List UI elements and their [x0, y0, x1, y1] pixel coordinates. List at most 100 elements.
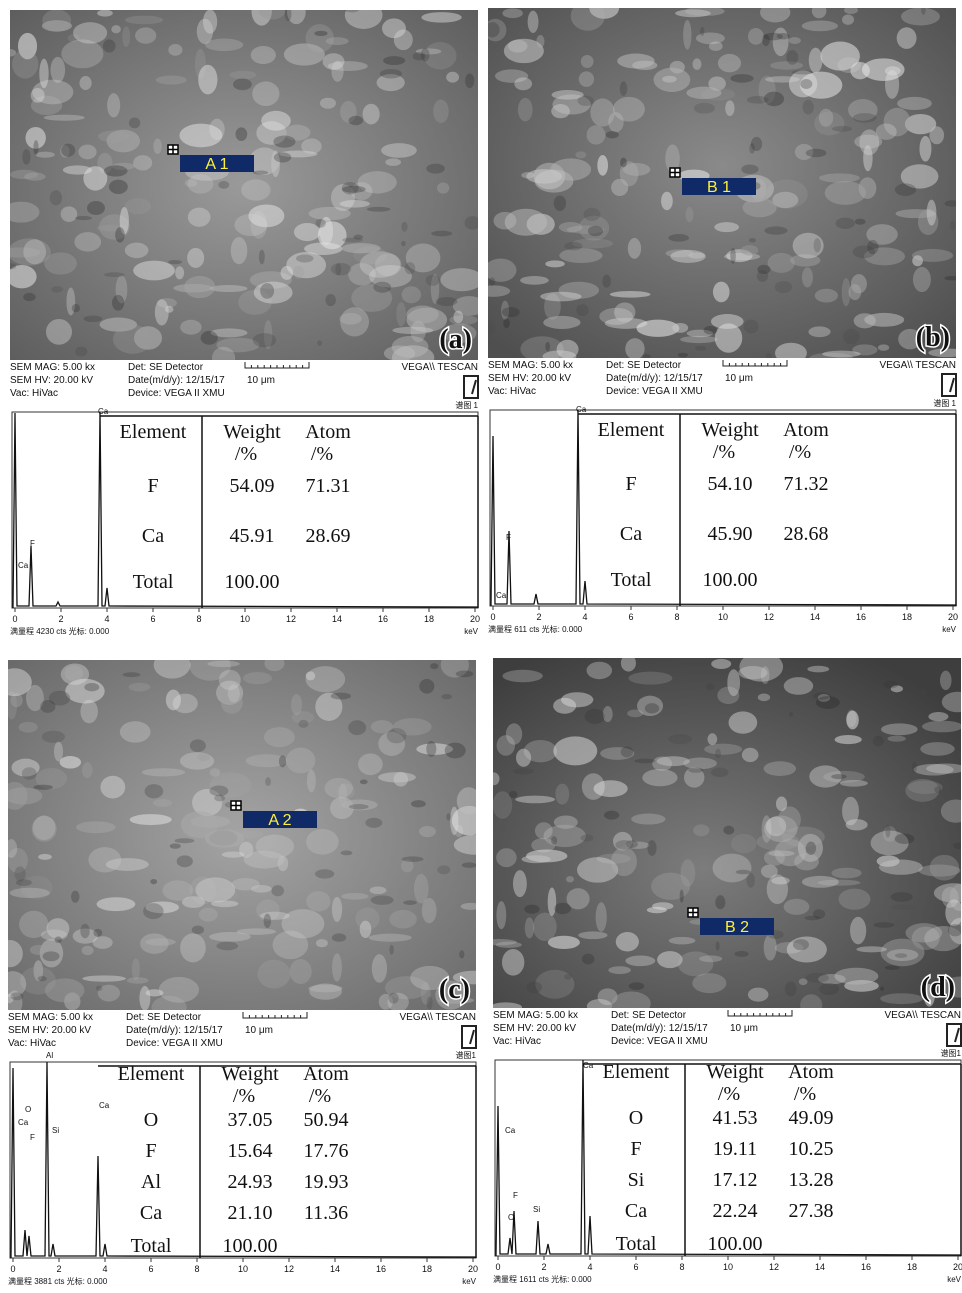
- panel: B 1(b)SEM MAG: 5.00 kxSEM HV: 20.00 kVVa…: [477, 0, 962, 634]
- sem-texture: [581, 55, 594, 68]
- sem-texture: [79, 76, 91, 90]
- sem-texture: [477, 285, 510, 296]
- sem-texture: [555, 784, 569, 805]
- sem-texture: [175, 266, 184, 279]
- sem-shadow: [331, 693, 351, 700]
- sem-texture: [768, 253, 795, 273]
- sem-texture: [209, 119, 224, 140]
- sem-texture: [587, 999, 613, 1013]
- sem-info: Date(m/d/y): 12/15/17: [126, 1025, 223, 1036]
- sem-texture: [10, 888, 50, 898]
- marker-label: B 2: [725, 919, 749, 936]
- sem-texture: [919, 864, 961, 876]
- sem-texture: [396, 302, 406, 326]
- x-tick-label: 20: [470, 614, 480, 624]
- sem-shadow: [405, 262, 416, 274]
- sem-shadow: [711, 768, 728, 778]
- sem-shadow: [341, 851, 353, 856]
- sem-texture: [389, 910, 417, 929]
- sem-shadow: [524, 905, 539, 914]
- sem-shadow: [806, 149, 827, 157]
- sem-shadow: [315, 869, 334, 878]
- table-unit: /%: [789, 441, 811, 463]
- sem-shadow: [730, 74, 753, 83]
- sem-texture: [222, 851, 245, 857]
- sem-texture: [281, 909, 324, 938]
- scale-bar: [243, 1012, 307, 1018]
- sem-shadow: [803, 100, 814, 115]
- table-unit: /%: [311, 443, 333, 465]
- sem-texture: [819, 173, 860, 182]
- sem-texture: [184, 276, 215, 298]
- scale-label: 10 μm: [245, 1025, 273, 1036]
- table-cell: 71.32: [784, 473, 829, 495]
- sem-texture: [231, 237, 248, 264]
- x-tick-label: 18: [424, 614, 434, 624]
- table-cell: 19.93: [304, 1171, 349, 1193]
- sem-texture: [775, 343, 807, 364]
- sem-texture: [199, 908, 218, 922]
- sem-shadow: [71, 891, 79, 903]
- x-unit: keV: [942, 625, 956, 634]
- sem-texture: [502, 949, 524, 976]
- sem-texture: [840, 780, 868, 787]
- sem-texture: [392, 327, 433, 334]
- sem-shadow: [209, 786, 228, 797]
- table-header: Atom: [788, 1061, 834, 1083]
- sem-image: [0, 0, 485, 370]
- table-unit: /%: [235, 443, 257, 465]
- sem-shadow: [700, 27, 704, 36]
- sem-shadow: [688, 767, 703, 772]
- x-tick-label: 2: [536, 612, 541, 622]
- sem-texture: [587, 662, 613, 679]
- sem-shadow: [426, 741, 436, 757]
- sem-texture: [707, 733, 717, 745]
- sem-shadow: [517, 687, 522, 698]
- sem-shadow: [620, 158, 627, 168]
- sem-shadow: [585, 709, 605, 724]
- sem-shadow: [832, 126, 852, 132]
- sem-shadow: [296, 255, 313, 263]
- x-tick-label: 6: [628, 612, 633, 622]
- sem-texture: [693, 58, 702, 70]
- sem-texture: [713, 282, 730, 303]
- sem-texture: [807, 666, 829, 673]
- sem-texture: [642, 769, 677, 786]
- sem-texture: [502, 670, 542, 683]
- sem-shadow: [170, 843, 181, 848]
- sem-shadow: [819, 983, 839, 995]
- sem-texture: [332, 953, 342, 981]
- sem-texture: [548, 888, 557, 916]
- sem-texture: [940, 671, 952, 691]
- sem-texture: [502, 8, 522, 18]
- sem-texture: [748, 28, 764, 45]
- sem-shadow: [403, 900, 417, 905]
- x-tick-label: 6: [633, 1262, 638, 1272]
- sem-shadow: [274, 152, 292, 162]
- sem-shadow: [899, 800, 921, 811]
- x-tick-label: 8: [194, 1264, 199, 1274]
- sem-texture: [849, 284, 862, 300]
- sem-shadow: [694, 103, 715, 114]
- table-header: Atom: [783, 419, 829, 441]
- sem-texture: [382, 18, 406, 38]
- sem-texture: [446, 72, 459, 83]
- sem-texture: [180, 752, 214, 769]
- sem-texture: [856, 946, 887, 952]
- peak-label: F: [30, 1133, 35, 1142]
- sem-texture: [453, 311, 463, 323]
- sem-texture: [195, 877, 235, 902]
- sem-info: Device: VEGA II XMU: [611, 1036, 708, 1047]
- sem-texture: [76, 821, 116, 833]
- sem-shadow: [332, 933, 346, 941]
- sem-shadow: [635, 759, 656, 764]
- sem-texture: [579, 71, 594, 86]
- sem-info: SEM MAG: 5.00 kx: [488, 360, 573, 371]
- sem-shadow: [620, 81, 627, 96]
- sem-texture: [155, 299, 169, 325]
- sem-shadow: [485, 22, 500, 37]
- sem-texture: [815, 289, 838, 303]
- sem-texture: [590, 98, 614, 126]
- sem-shadow: [354, 235, 363, 240]
- sem-shadow: [316, 219, 326, 228]
